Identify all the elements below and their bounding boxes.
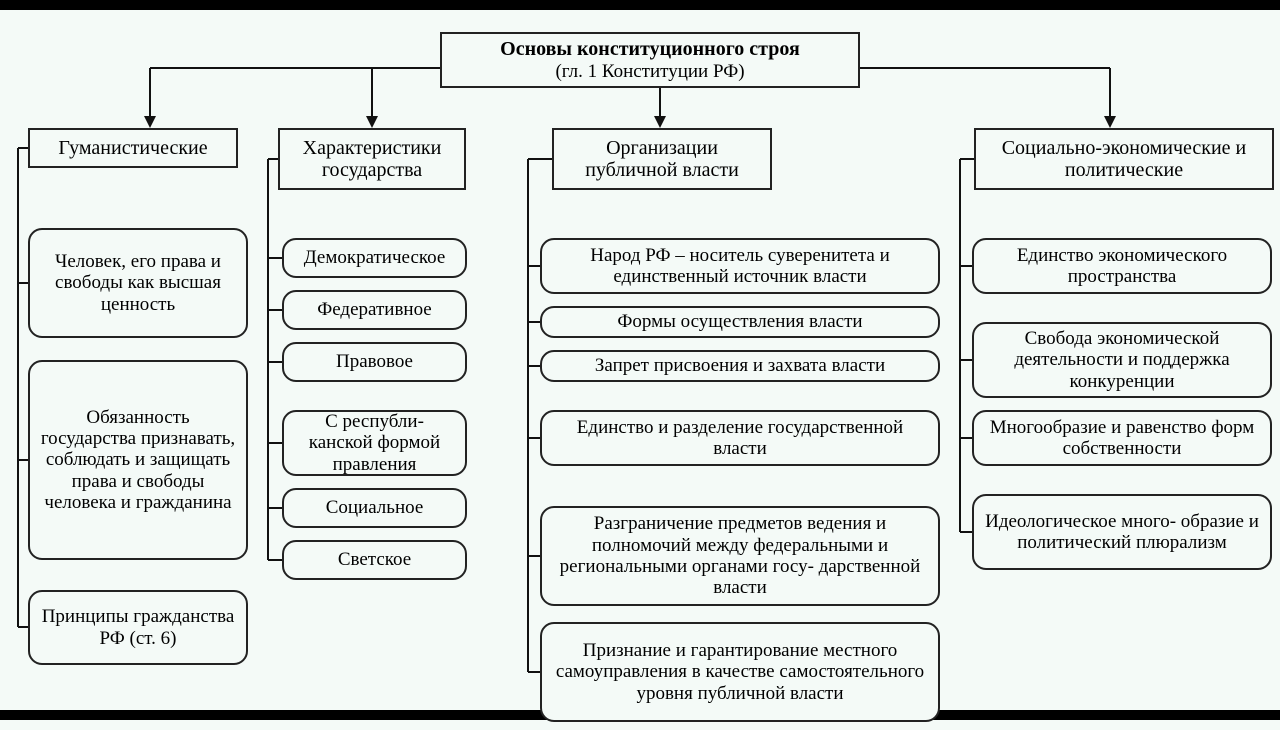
col2-item-0-label: Демократическое	[292, 247, 457, 268]
root-box: Основы конституционного строя (гл. 1 Кон…	[440, 32, 860, 88]
col2-item-5-label: Светское	[292, 549, 457, 570]
col4-item-2: Многообразие и равенство форм собственно…	[972, 410, 1272, 466]
col3-item-2: Запрет присвоения и захвата власти	[540, 350, 940, 382]
col2-header-label: Характеристики государства	[288, 137, 456, 182]
col1-header: Гуманистические	[28, 128, 238, 168]
col4-header: Социально-экономические и политические	[974, 128, 1274, 190]
col4-item-3-label: Идеологическое много- образие и политиче…	[982, 511, 1262, 554]
col4-item-1-label: Свобода экономической деятельности и под…	[982, 328, 1262, 392]
col3-item-1: Формы осуществления власти	[540, 306, 940, 338]
col2-item-3-label: С республи- канской формой правления	[292, 411, 457, 475]
col2-item-4-label: Социальное	[292, 497, 457, 518]
col3-item-2-label: Запрет присвоения и захвата власти	[550, 355, 930, 376]
col3-item-3: Единство и разделение государственной вл…	[540, 410, 940, 466]
col3-item-5-label: Признание и гарантирование местного само…	[550, 640, 930, 704]
col3-header: Организации публичной власти	[552, 128, 772, 190]
col2-item-1: Федеративное	[282, 290, 467, 330]
col4-item-0-label: Единство экономического пространства	[982, 245, 1262, 288]
col1-item-2: Принципы гражданства РФ (ст. 6)	[28, 590, 248, 665]
col4-item-0: Единство экономического пространства	[972, 238, 1272, 294]
col2-item-3: С республи- канской формой правления	[282, 410, 467, 476]
col3-item-1-label: Формы осуществления власти	[550, 311, 930, 332]
col2-item-1-label: Федеративное	[292, 299, 457, 320]
col2-item-0: Демократическое	[282, 238, 467, 278]
col2-item-5: Светское	[282, 540, 467, 580]
col1-item-0-label: Человек, его права и свободы как высшая …	[38, 251, 238, 315]
col3-item-0-label: Народ РФ – носитель суверенитета и единс…	[550, 245, 930, 288]
col2-item-2-label: Правовое	[292, 351, 457, 372]
root-title: Основы конституционного строя	[450, 38, 850, 60]
col3-item-5: Признание и гарантирование местного само…	[540, 622, 940, 722]
col4-item-2-label: Многообразие и равенство форм собственно…	[982, 417, 1262, 460]
col1-header-label: Гуманистические	[38, 137, 228, 159]
col4-item-1: Свобода экономической деятельности и под…	[972, 322, 1272, 398]
col3-item-4-label: Разграничение предметов ведения и полном…	[550, 513, 930, 598]
root-subtitle: (гл. 1 Конституции РФ)	[450, 61, 850, 82]
col3-item-4: Разграничение предметов ведения и полном…	[540, 506, 940, 606]
col1-item-2-label: Принципы гражданства РФ (ст. 6)	[38, 606, 238, 649]
col1-item-0: Человек, его права и свободы как высшая …	[28, 228, 248, 338]
col1-item-1-label: Обязанность государства признавать, собл…	[38, 407, 238, 513]
col3-item-0: Народ РФ – носитель суверенитета и единс…	[540, 238, 940, 294]
col4-item-3: Идеологическое много- образие и политиче…	[972, 494, 1272, 570]
col3-item-3-label: Единство и разделение государственной вл…	[550, 417, 930, 460]
col3-header-label: Организации публичной власти	[562, 137, 762, 182]
col2-item-2: Правовое	[282, 342, 467, 382]
col2-header: Характеристики государства	[278, 128, 466, 190]
col1-item-1: Обязанность государства признавать, собл…	[28, 360, 248, 560]
col2-item-4: Социальное	[282, 488, 467, 528]
col4-header-label: Социально-экономические и политические	[984, 137, 1264, 182]
